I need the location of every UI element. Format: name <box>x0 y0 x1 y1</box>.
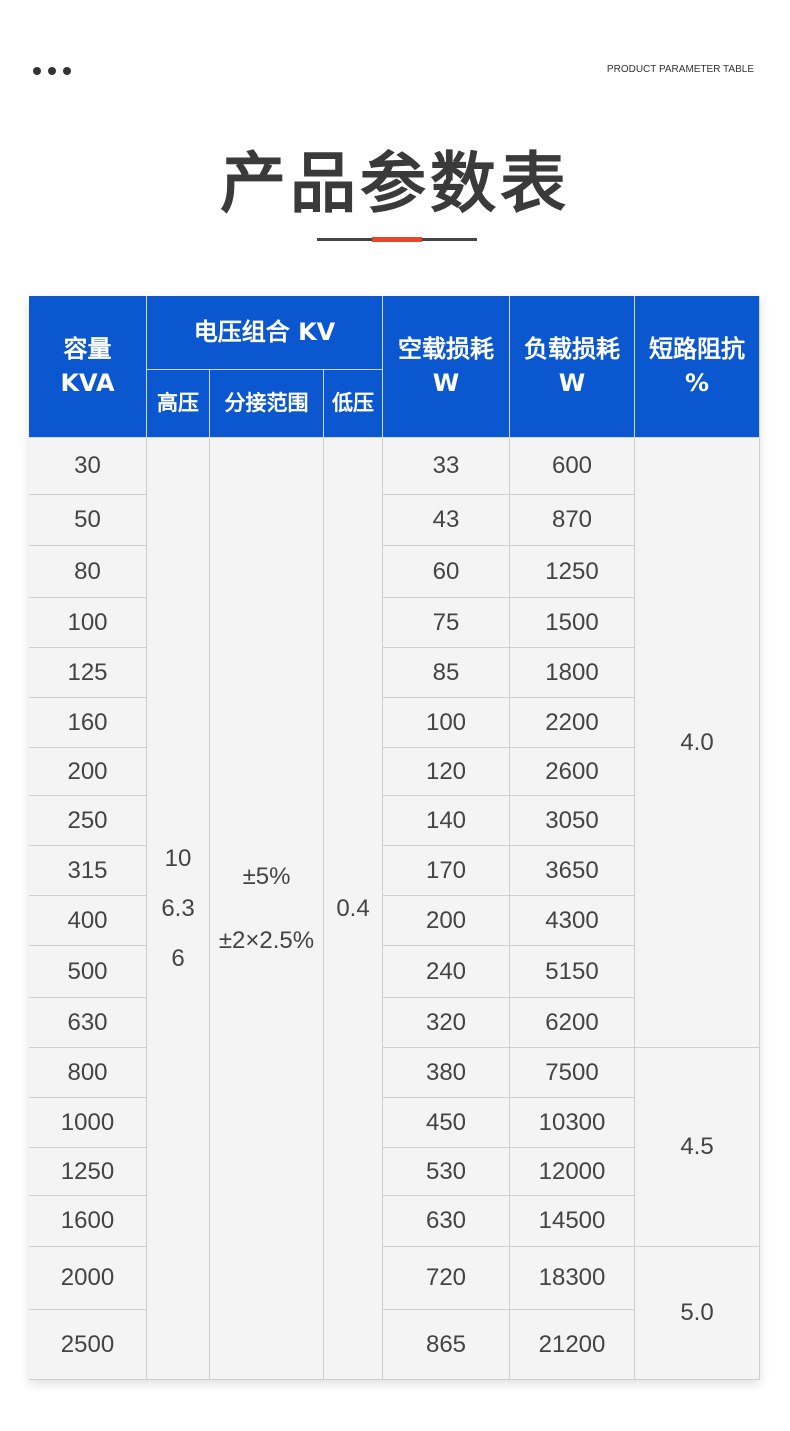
capacity-cell: 50 <box>29 495 147 546</box>
header-impedance-unit: % <box>684 368 710 397</box>
impedance-cell: 4.0 <box>635 438 760 1048</box>
capacity-cell: 2500 <box>29 1310 147 1380</box>
capacity-cell: 315 <box>29 846 147 896</box>
no-load-loss-cell: 170 <box>383 846 510 896</box>
header-high-voltage: 高压 <box>147 370 210 438</box>
capacity-cell: 125 <box>29 648 147 698</box>
header-capacity: 容量 KVA <box>29 296 147 438</box>
load-loss-cell: 600 <box>510 438 635 495</box>
no-load-loss-cell: 120 <box>383 748 510 796</box>
capacity-cell: 1250 <box>29 1148 147 1196</box>
header-no-load-loss-unit: W <box>432 368 460 397</box>
impedance-cell: 4.5 <box>635 1048 760 1247</box>
load-loss-cell: 2600 <box>510 748 635 796</box>
load-loss-cell: 1800 <box>510 648 635 698</box>
page-title: 产品参数表 <box>220 145 570 222</box>
load-loss-cell: 3050 <box>510 796 635 846</box>
capacity-cell: 200 <box>29 748 147 796</box>
capacity-cell: 160 <box>29 698 147 748</box>
header-no-load-loss: 空载损耗 W <box>383 296 510 438</box>
capacity-cell: 800 <box>29 1048 147 1098</box>
title-divider-accent <box>372 237 422 242</box>
capacity-cell: 500 <box>29 946 147 998</box>
header-load-loss-label: 负载损耗 <box>524 334 620 363</box>
no-load-loss-cell: 100 <box>383 698 510 748</box>
capacity-cell: 1600 <box>29 1196 147 1247</box>
capacity-cell: 1000 <box>29 1098 147 1148</box>
tap-range-value: ±5% <box>242 862 291 890</box>
no-load-loss-cell: 140 <box>383 796 510 846</box>
header-load-loss: 负载损耗 W <box>510 296 635 438</box>
no-load-loss-cell: 75 <box>383 598 510 648</box>
high-voltage-value: 6 <box>171 944 185 972</box>
no-load-loss-cell: 865 <box>383 1310 510 1380</box>
header-tap-range: 分接范围 <box>210 370 324 438</box>
no-load-loss-cell: 60 <box>383 546 510 598</box>
capacity-cell: 400 <box>29 896 147 946</box>
load-loss-cell: 1250 <box>510 546 635 598</box>
capacity-cell: 250 <box>29 796 147 846</box>
impedance-cell: 5.0 <box>635 1247 760 1380</box>
capacity-cell: 100 <box>29 598 147 648</box>
capacity-cell: 2000 <box>29 1247 147 1310</box>
load-loss-cell: 14500 <box>510 1196 635 1247</box>
page-subtitle: PRODUCT PARAMETER TABLE <box>606 64 754 75</box>
capacity-cell: 80 <box>29 546 147 598</box>
load-loss-cell: 870 <box>510 495 635 546</box>
high-voltage-value: 10 <box>164 844 192 872</box>
no-load-loss-cell: 530 <box>383 1148 510 1196</box>
load-loss-cell: 5150 <box>510 946 635 998</box>
tap-range-cell: ±5% ±2×2.5% <box>210 438 324 1380</box>
header-impedance-label: 短路阻抗 <box>649 334 745 363</box>
load-loss-cell: 18300 <box>510 1247 635 1310</box>
low-voltage-cell: 0.4 <box>324 438 383 1380</box>
no-load-loss-cell: 240 <box>383 946 510 998</box>
no-load-loss-cell: 85 <box>383 648 510 698</box>
header-load-loss-unit: W <box>558 368 586 397</box>
load-loss-cell: 10300 <box>510 1098 635 1148</box>
load-loss-cell: 3650 <box>510 846 635 896</box>
header-capacity-unit: KVA <box>60 368 115 397</box>
no-load-loss-cell: 720 <box>383 1247 510 1310</box>
load-loss-cell: 7500 <box>510 1048 635 1098</box>
load-loss-cell: 12000 <box>510 1148 635 1196</box>
capacity-cell: 30 <box>29 438 147 495</box>
more-dots-icon <box>33 67 71 75</box>
no-load-loss-cell: 200 <box>383 896 510 946</box>
header-no-load-loss-label: 空载损耗 <box>398 334 494 363</box>
no-load-loss-cell: 33 <box>383 438 510 495</box>
header-voltage-group: 电压组合 KV <box>147 296 383 370</box>
load-loss-cell: 21200 <box>510 1310 635 1380</box>
capacity-cell: 630 <box>29 998 147 1048</box>
no-load-loss-cell: 380 <box>383 1048 510 1098</box>
header-capacity-label: 容量 <box>63 334 112 363</box>
high-voltage-cell: 10 6.3 6 <box>147 438 210 1380</box>
load-loss-cell: 4300 <box>510 896 635 946</box>
parameter-table: 容量 KVA 电压组合 KV 高压 分接范围 低压 空载损耗 W 负载损耗 W … <box>29 296 760 1380</box>
header-impedance: 短路阻抗 % <box>635 296 760 438</box>
load-loss-cell: 1500 <box>510 598 635 648</box>
no-load-loss-cell: 630 <box>383 1196 510 1247</box>
load-loss-cell: 2200 <box>510 698 635 748</box>
no-load-loss-cell: 450 <box>383 1098 510 1148</box>
no-load-loss-cell: 43 <box>383 495 510 546</box>
load-loss-cell: 6200 <box>510 998 635 1048</box>
tap-range-value: ±2×2.5% <box>218 926 315 954</box>
high-voltage-value: 6.3 <box>161 894 195 922</box>
no-load-loss-cell: 320 <box>383 998 510 1048</box>
title-divider <box>317 237 477 242</box>
header-low-voltage: 低压 <box>324 370 383 438</box>
